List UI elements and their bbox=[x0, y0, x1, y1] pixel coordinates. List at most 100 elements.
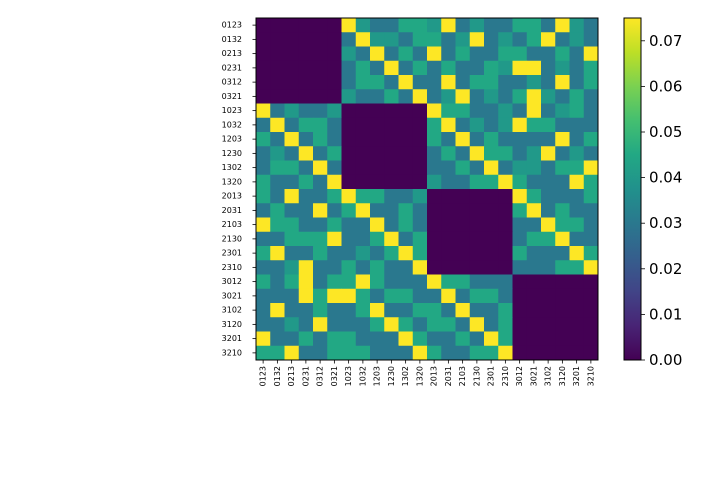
heatmap-cell bbox=[541, 46, 556, 62]
heatmap-cell bbox=[469, 89, 485, 104]
heatmap-cell bbox=[313, 46, 328, 62]
heatmap-cell bbox=[583, 288, 599, 304]
y-tick-label: 2301 bbox=[222, 249, 242, 258]
heatmap-cell bbox=[427, 89, 442, 104]
heatmap-cell bbox=[526, 260, 542, 275]
heatmap-cell bbox=[327, 274, 342, 290]
heatmap-cell bbox=[441, 75, 456, 90]
heatmap-cell bbox=[412, 18, 428, 33]
heatmap-cell bbox=[484, 60, 499, 76]
heatmap-cell bbox=[270, 103, 285, 119]
heatmap-cell bbox=[327, 132, 342, 147]
heatmap-cell bbox=[498, 317, 513, 332]
heatmap-cell bbox=[526, 75, 542, 90]
heatmap-cell bbox=[526, 89, 542, 104]
heatmap-cell bbox=[384, 246, 399, 261]
heatmap-cell bbox=[398, 174, 414, 190]
heatmap-cell bbox=[398, 189, 414, 204]
heatmap-cell bbox=[270, 246, 285, 261]
heatmap-cell bbox=[469, 189, 485, 204]
heatmap-cell bbox=[313, 246, 328, 261]
heatmap-cell bbox=[370, 103, 385, 119]
heatmap-cell bbox=[541, 274, 556, 290]
y-tick-label: 0123 bbox=[222, 21, 242, 30]
heatmap-cell bbox=[583, 203, 599, 218]
x-tick-label: 1032 bbox=[358, 366, 367, 386]
heatmap-cell bbox=[569, 231, 585, 247]
heatmap-cell bbox=[569, 60, 585, 76]
heatmap-cell bbox=[526, 203, 542, 218]
heatmap-cell bbox=[313, 288, 328, 304]
x-tick-label: 1320 bbox=[415, 366, 424, 386]
heatmap-cell bbox=[384, 288, 399, 304]
heatmap-cell bbox=[384, 18, 399, 33]
heatmap-cell bbox=[412, 189, 428, 204]
heatmap-cell bbox=[455, 274, 471, 290]
heatmap-cell bbox=[370, 89, 385, 104]
heatmap-cell bbox=[384, 75, 399, 90]
heatmap-cell bbox=[384, 189, 399, 204]
heatmap-cell bbox=[555, 75, 570, 90]
heatmap-cell bbox=[583, 18, 599, 33]
heatmap-cell bbox=[569, 317, 585, 332]
heatmap-cell bbox=[298, 174, 314, 190]
heatmap-cell bbox=[498, 174, 513, 190]
heatmap-cell bbox=[441, 303, 456, 318]
heatmap-cell bbox=[427, 132, 442, 147]
heatmap-cell bbox=[541, 103, 556, 119]
heatmap-cell bbox=[512, 89, 528, 104]
heatmap-cell bbox=[427, 288, 442, 304]
heatmap-cell bbox=[341, 203, 357, 218]
heatmap-cell bbox=[541, 89, 556, 104]
heatmap-cell bbox=[512, 60, 528, 76]
heatmap-cell bbox=[583, 317, 599, 332]
heatmap-cell bbox=[441, 132, 456, 147]
heatmap-cell bbox=[569, 46, 585, 62]
heatmap-cell bbox=[541, 246, 556, 261]
heatmap-cell bbox=[355, 317, 371, 332]
heatmap-cell bbox=[441, 288, 456, 304]
heatmap-cell bbox=[526, 18, 542, 33]
heatmap-cell bbox=[341, 75, 357, 90]
heatmap-cell bbox=[469, 331, 485, 347]
heatmap-cell bbox=[298, 217, 314, 233]
heatmap-cell bbox=[427, 60, 442, 76]
heatmap-cell bbox=[455, 303, 471, 318]
heatmap-cell bbox=[469, 231, 485, 247]
heatmap-cell bbox=[526, 32, 542, 47]
x-tick-label: 2301 bbox=[487, 366, 496, 386]
y-tick-label: 3201 bbox=[222, 334, 242, 343]
x-tick-label: 2013 bbox=[430, 366, 439, 386]
heatmap-cell bbox=[512, 32, 528, 47]
heatmap-cell bbox=[498, 331, 513, 347]
heatmap-cell bbox=[284, 231, 300, 247]
y-tick-label: 0231 bbox=[222, 63, 242, 72]
heatmap-cell bbox=[412, 231, 428, 247]
heatmap-cell bbox=[569, 217, 585, 233]
heatmap-cell bbox=[484, 303, 499, 318]
heatmap-cell bbox=[398, 274, 414, 290]
x-tick-label: 1023 bbox=[344, 366, 353, 386]
heatmap-cell bbox=[441, 174, 456, 190]
heatmap-cell bbox=[398, 89, 414, 104]
heatmap-cell bbox=[341, 89, 357, 104]
heatmap-cell bbox=[270, 288, 285, 304]
heatmap-cell bbox=[370, 146, 385, 161]
heatmap-cell bbox=[256, 231, 271, 247]
heatmap-cell bbox=[441, 89, 456, 104]
heatmap-cell bbox=[555, 246, 570, 261]
heatmap-cell bbox=[569, 303, 585, 318]
heatmap-cell bbox=[355, 60, 371, 76]
heatmap-cell bbox=[256, 146, 271, 161]
heatmap-cell bbox=[355, 288, 371, 304]
heatmap-cell bbox=[298, 317, 314, 332]
heatmap-cell bbox=[427, 345, 442, 361]
heatmap-cell bbox=[427, 274, 442, 290]
heatmap-cell bbox=[469, 60, 485, 76]
heatmap-cell bbox=[498, 345, 513, 361]
x-tick-label: 1302 bbox=[401, 366, 410, 386]
heatmap-cell bbox=[484, 146, 499, 161]
heatmap-cell bbox=[284, 75, 300, 90]
colorbar-ticks: 0.00 0.01 0.02 0.03 0.04 0.05 0.06 0.07 bbox=[641, 32, 682, 369]
x-tick-label: 0213 bbox=[287, 366, 296, 386]
